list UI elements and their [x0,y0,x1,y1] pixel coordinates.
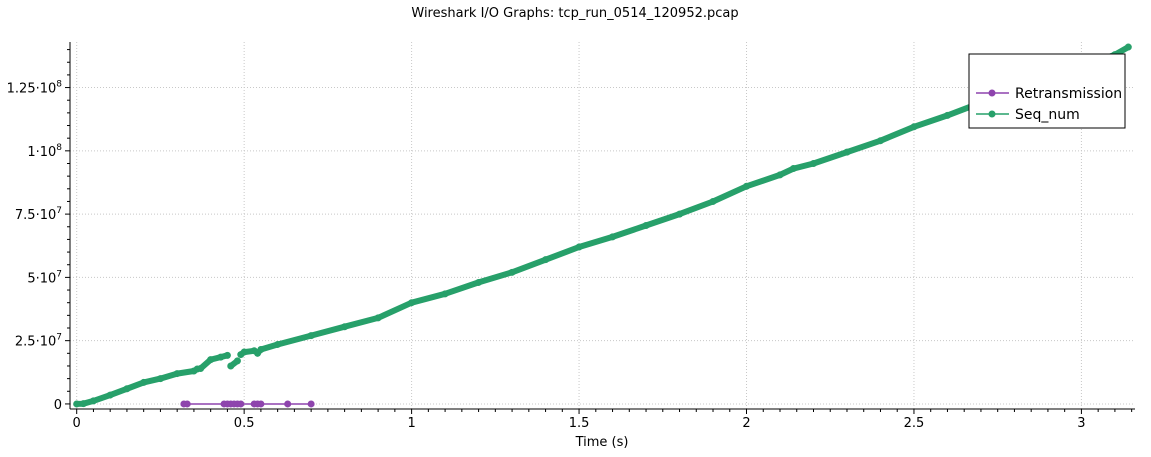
seq-num-point [106,391,114,399]
retransmission-point [284,400,292,408]
retransmission-point [307,400,315,408]
seq-num-point [257,346,265,354]
seq-num-point [709,197,717,205]
seq-num-point [609,233,617,241]
seq-num-point [197,365,205,373]
legend-swatch-marker [988,110,996,118]
y-tick-label: 2.5·107 [15,333,62,350]
seq-num-point [789,165,797,173]
seq-num-point [217,353,225,361]
seq-num-point [227,362,235,370]
seq-num-line-segment [73,366,201,407]
seq-num-point [123,385,131,393]
x-tick-label: 3 [1077,416,1085,431]
x-tick-label: 1 [407,416,415,431]
chart-title: Wireshark I/O Graphs: tcp_run_0514_12095… [411,6,738,21]
x-tick-label: 1.5 [569,416,590,431]
seq-num-point [743,182,751,190]
seq-num-point [173,370,181,378]
seq-num-point [876,137,884,145]
seq-num-point [575,243,583,251]
x-tick-label: 2 [742,416,750,431]
x-tick-label: 2.5 [904,416,925,431]
seq-num-point [776,171,784,179]
seq-num-point [223,351,231,359]
retransmission-point [183,400,191,408]
seq-num-point [207,356,215,364]
seq-num-point [73,400,81,408]
seq-num-point [642,222,650,229]
seq-num-point [89,397,97,405]
legend-label: Seq_num [1015,107,1080,123]
axes-layer: 0 0.5 1 1.5 2 2.5 3 0 2.5·107 5·107 7.5·107 1·108 1.… [7,42,1135,431]
legend-swatch-marker [988,89,996,97]
seq-num-point [341,323,349,331]
y-tick-label: 7.5·107 [15,206,62,223]
seq-num-point [240,348,248,356]
series-retransmission [180,400,315,408]
seq-num-point [508,268,516,276]
seq-num-point [843,148,851,156]
x-tick-label: 0.5 [234,416,255,431]
seq-num-point [140,378,148,386]
retransmission-point [257,400,265,408]
legend-label: Retransmission [1015,86,1122,102]
seq-num-point [233,357,241,365]
y-tick-label: 0 [54,398,62,413]
seq-num-point [475,278,483,286]
seq-num-point [441,290,449,298]
retransmission-point [237,400,245,408]
y-tick-label: 5·107 [27,269,62,286]
y-tick-label: 1·108 [27,143,62,160]
seq-num-point [910,123,918,131]
seq-num-point [676,210,684,218]
y-tick-label: 1.25·108 [7,80,63,97]
seq-num-point [542,256,550,264]
x-tick-label: 0 [73,416,81,431]
seq-num-point [307,332,315,340]
seq-num-point [156,375,164,383]
x-axis-title: Time (s) [575,435,629,450]
seq-num-point [809,159,817,167]
seq-num-point [374,314,382,322]
legend[interactable]: Retransmission Seq_num [968,53,1126,129]
seq-num-point [274,340,282,348]
seq-num-point [79,400,87,408]
seq-num-point [408,299,416,307]
seq-num-point [943,111,951,119]
seq-num-point [1124,43,1132,51]
